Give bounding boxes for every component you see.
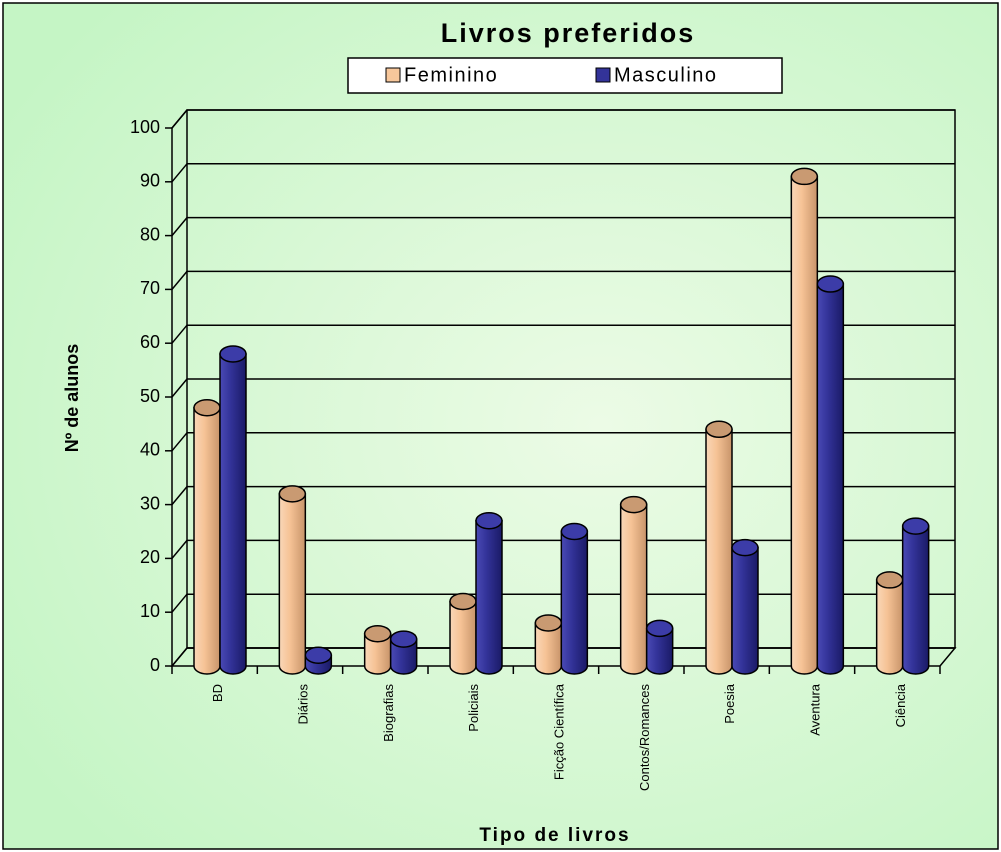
cylinder-top	[389, 630, 418, 648]
cylinder-top	[731, 538, 759, 557]
cylinder-top	[363, 624, 392, 643]
cylinder-top	[193, 399, 221, 417]
cylinder	[278, 493, 307, 675]
cylinder	[475, 519, 503, 675]
cylinder	[705, 428, 733, 675]
cylinder	[389, 638, 418, 675]
chart-title: Livros preferidos	[441, 18, 696, 48]
cylinder	[790, 175, 819, 675]
legend-label: Masculino	[614, 64, 718, 86]
cylinder	[449, 600, 477, 675]
cylinder	[731, 546, 759, 675]
cylinder-top	[219, 345, 247, 363]
grid-line	[171, 539, 188, 559]
cylinder	[645, 627, 674, 675]
y-tick-label: 0	[150, 655, 160, 675]
cylinder-top	[816, 275, 845, 293]
x-tick-label: Poesia	[722, 683, 737, 724]
y-tick-label: 40	[140, 440, 160, 460]
grid-line	[171, 647, 188, 667]
cylinder	[560, 530, 589, 675]
y-tick-label: 10	[140, 601, 160, 621]
grid-line	[171, 432, 188, 452]
y-axis-title: Nº de alunos	[62, 344, 82, 453]
x-tick-label: BD	[210, 684, 225, 702]
y-tick-label: 60	[140, 332, 160, 352]
y-tick-label: 30	[140, 493, 160, 513]
y-tick-label: 100	[130, 117, 160, 137]
grid-line	[171, 324, 188, 344]
cylinder-top	[619, 495, 648, 514]
cylinder-top	[705, 420, 733, 439]
x-tick-label: Diários	[295, 684, 310, 725]
x-tick-label: Policiais	[466, 684, 481, 732]
cylinder-top	[790, 167, 819, 186]
legend-swatch	[595, 67, 611, 83]
cylinder	[875, 579, 904, 675]
grid-line	[171, 378, 188, 398]
legend-label: Feminino	[404, 64, 498, 86]
cylinder-top	[901, 517, 930, 535]
x-axis-title: Tipo de livros	[479, 825, 630, 846]
grid-line	[171, 109, 188, 129]
cylinder-top	[304, 646, 333, 664]
cylinder	[193, 407, 221, 675]
x-tick-label: Ciência	[893, 683, 908, 727]
grid-line	[171, 486, 188, 506]
cylinder-top	[475, 511, 503, 530]
grid-line	[171, 270, 188, 290]
y-tick-label: 90	[140, 171, 160, 191]
grid-line	[171, 163, 188, 183]
cylinder-top	[560, 522, 589, 541]
cylinder-top	[875, 571, 904, 589]
cylinder	[816, 283, 845, 675]
legend-box	[347, 57, 783, 94]
x-tick-label: Ficção Científica	[551, 683, 566, 780]
legend-swatch	[385, 67, 401, 83]
y-tick-label: 50	[140, 386, 160, 406]
grid-line	[171, 593, 188, 613]
x-tick-label: Biografias	[381, 684, 396, 742]
cylinder-top	[534, 614, 563, 632]
y-tick-label: 70	[140, 278, 160, 298]
cylinder-top	[449, 592, 477, 611]
grid-line	[171, 217, 188, 237]
y-tick-label: 80	[140, 224, 160, 244]
x-tick-label: Contos/Romances	[637, 684, 652, 791]
y-tick-label: 20	[140, 547, 160, 567]
cylinder	[901, 525, 930, 675]
cylinder-top	[645, 619, 674, 638]
cylinder	[619, 503, 648, 675]
cylinder-top	[278, 485, 307, 503]
x-tick-label: Aventura	[807, 683, 822, 736]
cylinder	[219, 353, 247, 675]
